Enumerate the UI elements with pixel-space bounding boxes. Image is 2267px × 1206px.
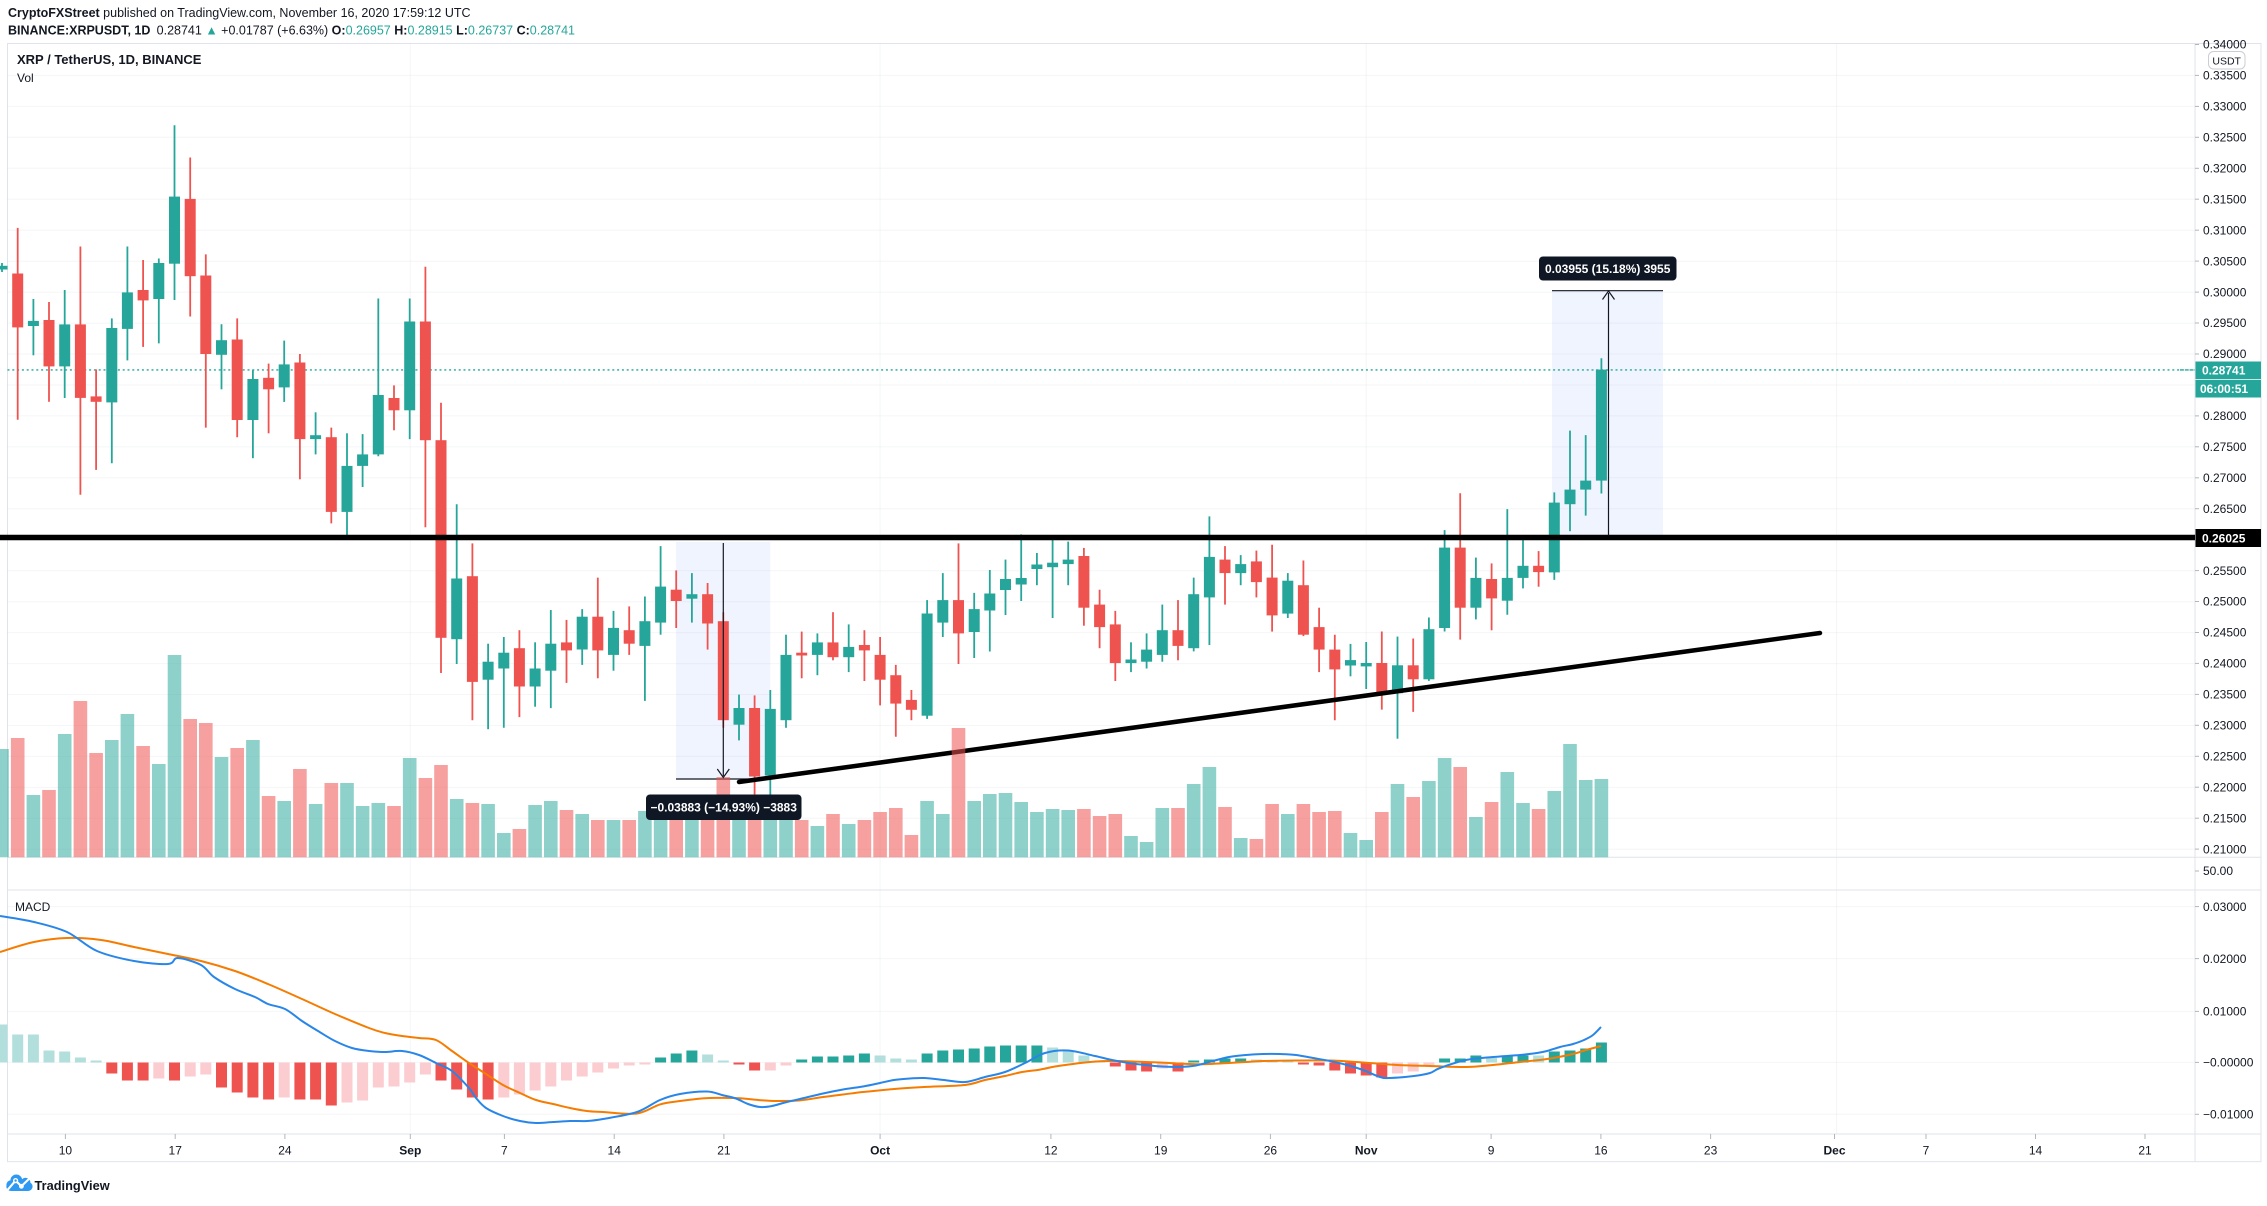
- svg-text:0.27500: 0.27500: [2203, 440, 2247, 454]
- svg-text:0.26025: 0.26025: [2202, 532, 2246, 546]
- svg-text:0.22500: 0.22500: [2203, 750, 2247, 764]
- svg-text:0.02000: 0.02000: [2203, 952, 2247, 966]
- svg-text:24: 24: [278, 1144, 292, 1158]
- svg-text:Sep: Sep: [399, 1144, 421, 1158]
- svg-text:Dec: Dec: [1823, 1144, 1845, 1158]
- svg-text:0.25000: 0.25000: [2203, 595, 2247, 609]
- svg-text:17: 17: [169, 1144, 183, 1158]
- svg-text:0.33000: 0.33000: [2203, 100, 2247, 114]
- svg-text:USDT: USDT: [2212, 55, 2241, 67]
- svg-text:0.27000: 0.27000: [2203, 471, 2247, 485]
- svg-text:0.23500: 0.23500: [2203, 688, 2247, 702]
- svg-text:0.31500: 0.31500: [2203, 192, 2247, 206]
- svg-text:TradingView: TradingView: [35, 1178, 110, 1193]
- svg-text:0.24000: 0.24000: [2203, 657, 2247, 671]
- svg-text:0.30500: 0.30500: [2203, 254, 2247, 268]
- svg-text:50.00: 50.00: [2203, 864, 2233, 878]
- svg-text:14: 14: [2029, 1144, 2043, 1158]
- svg-text:0.29500: 0.29500: [2203, 316, 2247, 330]
- svg-text:0.24500: 0.24500: [2203, 626, 2247, 640]
- svg-text:0.21500: 0.21500: [2203, 811, 2247, 825]
- svg-text:06:00:51: 06:00:51: [2200, 382, 2248, 396]
- svg-text:0.25500: 0.25500: [2203, 564, 2247, 578]
- svg-text:0.28741: 0.28741: [2202, 363, 2246, 377]
- svg-text:16: 16: [1594, 1144, 1608, 1158]
- svg-text:Nov: Nov: [1355, 1144, 1378, 1158]
- svg-text:−0.00000: −0.00000: [2203, 1056, 2254, 1070]
- svg-text:10: 10: [59, 1144, 73, 1158]
- svg-text:0.22000: 0.22000: [2203, 780, 2247, 794]
- svg-text:0.32000: 0.32000: [2203, 162, 2247, 176]
- svg-text:Vol: Vol: [17, 71, 34, 85]
- svg-text:−0.01000: −0.01000: [2203, 1108, 2254, 1122]
- svg-text:0.01000: 0.01000: [2203, 1005, 2247, 1019]
- svg-text:0.21000: 0.21000: [2203, 842, 2247, 856]
- svg-text:0.28000: 0.28000: [2203, 409, 2247, 423]
- svg-text:21: 21: [2138, 1144, 2152, 1158]
- svg-text:19: 19: [1154, 1144, 1168, 1158]
- svg-text:MACD: MACD: [15, 900, 51, 914]
- svg-text:21: 21: [717, 1144, 731, 1158]
- svg-text:9: 9: [1488, 1144, 1495, 1158]
- svg-text:0.30000: 0.30000: [2203, 285, 2247, 299]
- svg-text:0.29000: 0.29000: [2203, 347, 2247, 361]
- svg-text:7: 7: [1923, 1144, 1930, 1158]
- svg-text:0.31000: 0.31000: [2203, 223, 2247, 237]
- svg-text:7: 7: [501, 1144, 508, 1158]
- svg-text:12: 12: [1044, 1144, 1058, 1158]
- svg-text:CryptoFXStreet published on Tr: CryptoFXStreet published on TradingView.…: [8, 6, 471, 20]
- svg-text:14: 14: [608, 1144, 622, 1158]
- svg-text:Oct: Oct: [870, 1144, 890, 1158]
- svg-text:0.23000: 0.23000: [2203, 719, 2247, 733]
- svg-text:26: 26: [1264, 1144, 1278, 1158]
- svg-text:BINANCE:XRPUSDT, 1D 0.28741 ▲: BINANCE:XRPUSDT, 1D 0.28741 ▲ +0.01787 (…: [8, 24, 575, 38]
- svg-text:0.34000: 0.34000: [2203, 38, 2247, 52]
- svg-text:0.03955 (15.18%) 3955: 0.03955 (15.18%) 3955: [1545, 262, 1671, 276]
- svg-text:0.33500: 0.33500: [2203, 69, 2247, 83]
- svg-text:0.03000: 0.03000: [2203, 900, 2247, 914]
- svg-text:XRP / TetherUS, 1D, BINANCE: XRP / TetherUS, 1D, BINANCE: [17, 52, 202, 67]
- svg-text:−0.03883 (−14.93%) −3883: −0.03883 (−14.93%) −3883: [650, 801, 797, 815]
- svg-text:0.32500: 0.32500: [2203, 131, 2247, 145]
- svg-text:23: 23: [1704, 1144, 1718, 1158]
- svg-text:0.26500: 0.26500: [2203, 502, 2247, 516]
